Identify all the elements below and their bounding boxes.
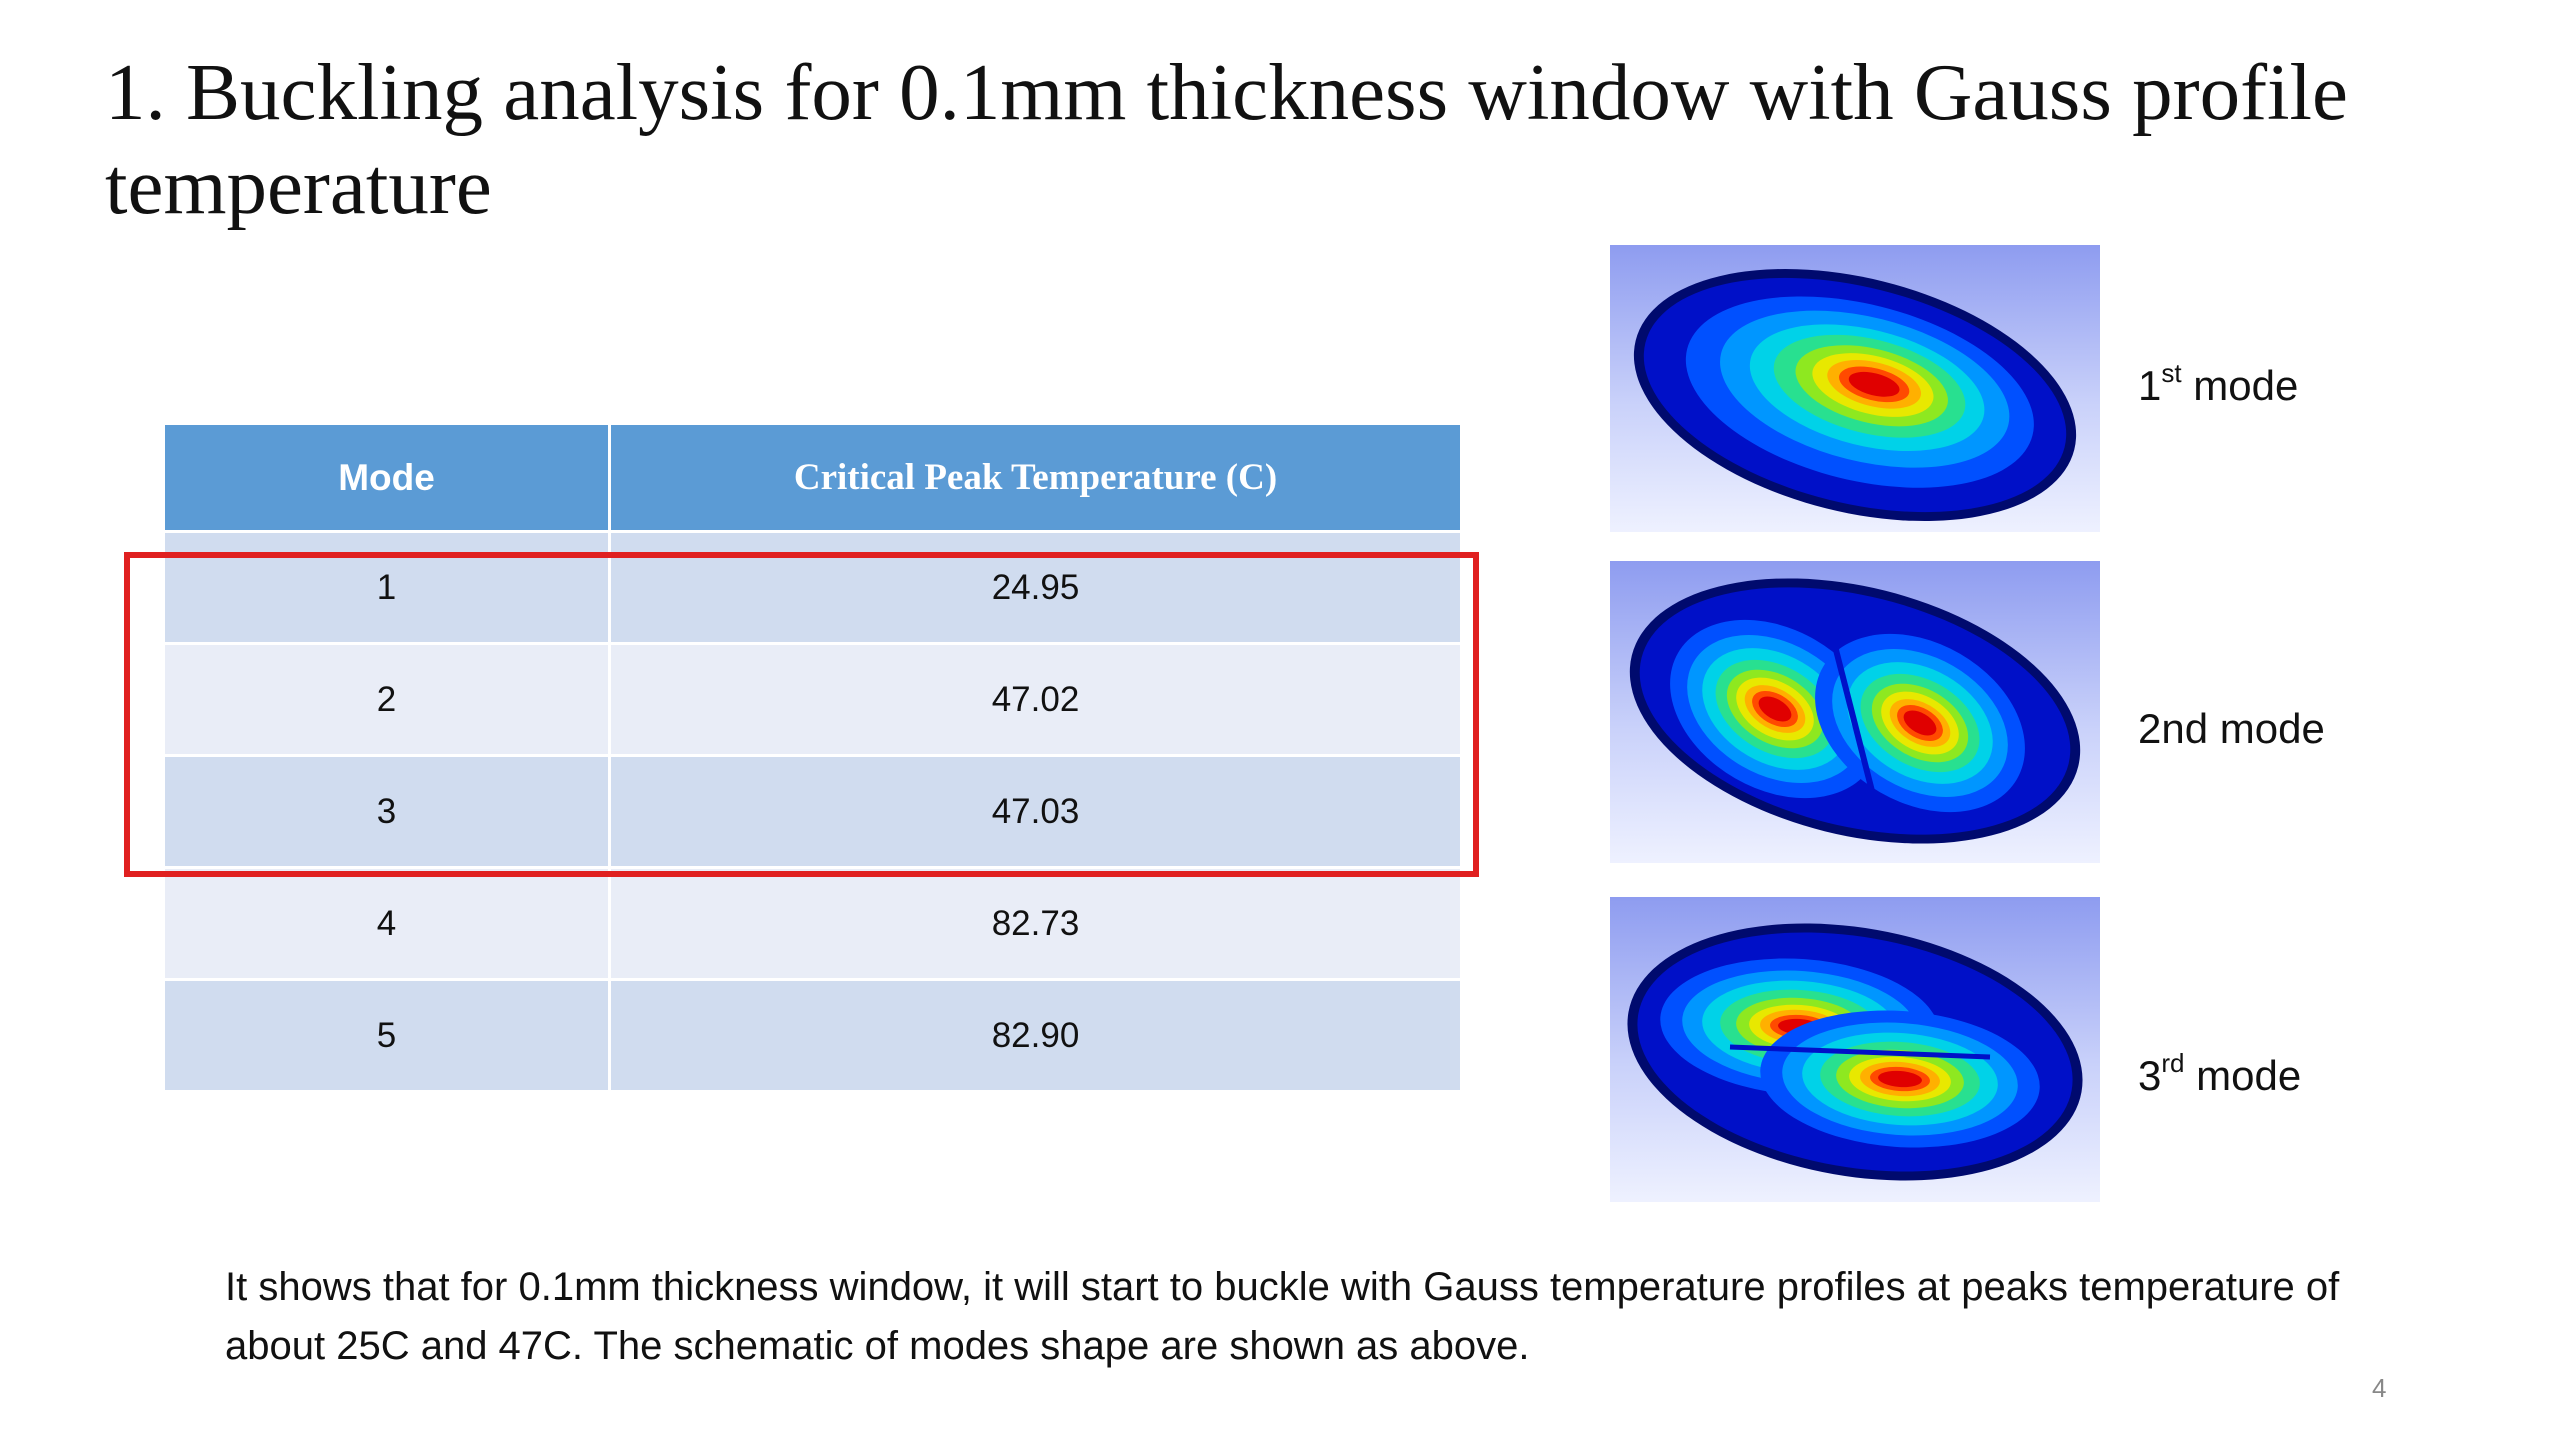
mode-temperature-table: Mode Critical Peak Temperature (C) 1 24.… (165, 425, 1460, 1093)
table-cell-temperature: 82.73 (609, 867, 1460, 981)
mode-label: 2nd mode (2138, 705, 2325, 753)
table-row: 1 24.95 (165, 531, 1460, 645)
mode-label-suffix: mode (2181, 362, 2299, 409)
mode-1-shape-image (1610, 245, 2100, 532)
mode-label-prefix: 1 (2138, 362, 2162, 409)
highlight-box (124, 552, 1479, 877)
caption-text: It shows that for 0.1mm thickness window… (225, 1265, 2340, 1368)
table-cell-mode: 2 (165, 643, 611, 757)
mode-label-prefix: 3 (2138, 1052, 2162, 1099)
table-row: 5 82.90 (165, 979, 1460, 1093)
table-header-temperature: Critical Peak Temperature (C) (609, 425, 1460, 533)
table-cell-temperature: 24.95 (609, 531, 1460, 645)
mode-label: 3rd mode (2138, 1050, 2302, 1100)
table-cell-temperature: 47.03 (609, 755, 1460, 869)
mode-label-superscript: rd (2161, 1048, 2185, 1078)
table-cell-mode: 5 (165, 979, 611, 1093)
table-header-mode: Mode (165, 425, 611, 533)
mode-label-prefix: 2nd (2138, 705, 2209, 752)
table-row: 3 47.03 (165, 755, 1460, 869)
table-row: 4 82.73 (165, 867, 1460, 981)
page-number: 4 (2372, 1373, 2387, 1403)
table-cell-temperature: 82.90 (609, 979, 1460, 1093)
mode-3-shape-image (1610, 897, 2100, 1202)
slide-title: 1. Buckling analysis for 0.1mm thickness… (105, 47, 2349, 231)
table-cell-mode: 4 (165, 867, 611, 981)
mode-label-suffix: mode (2184, 1052, 2302, 1099)
table-row: 2 47.02 (165, 643, 1460, 757)
table-cell-temperature: 47.02 (609, 643, 1460, 757)
mode-label-superscript: st (2161, 358, 2182, 388)
mode-label-suffix: mode (2208, 705, 2325, 752)
table-cell-mode: 1 (165, 531, 611, 645)
table-cell-mode: 3 (165, 755, 611, 869)
table-header-row: Mode Critical Peak Temperature (C) (165, 425, 1460, 533)
mode-label: 1st mode (2138, 360, 2299, 410)
mode-2-shape-image (1610, 561, 2100, 863)
